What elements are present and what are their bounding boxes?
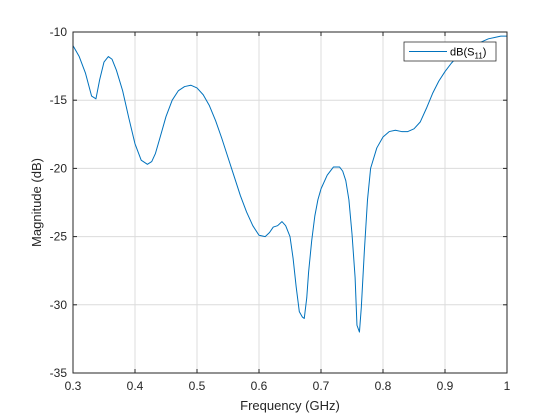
x-axis-label: Frequency (GHz)	[240, 398, 340, 413]
x-tick-label: 0.6	[251, 379, 268, 393]
x-tick-label: 1	[504, 379, 511, 393]
legend-label-base: dB(S	[450, 47, 474, 59]
legend-label-subscript: 11	[474, 52, 483, 61]
series-line-s11	[72, 35, 508, 333]
x-tick-label: 0.7	[313, 379, 330, 393]
x-tick-label: 0.9	[437, 379, 454, 393]
legend-box	[403, 41, 497, 62]
legend-label-close: )	[483, 47, 487, 59]
x-tick-label: 0.5	[189, 379, 206, 393]
x-tick-labels: 0.3 0.4 0.5 0.6 0.7 0.8 0.9 1	[65, 379, 511, 393]
y-tick-label: -30	[50, 298, 68, 312]
x-tick-label: 0.3	[65, 379, 82, 393]
y-tick-label: -25	[50, 230, 68, 244]
x-tick-label: 0.4	[127, 379, 144, 393]
legend: dB(S11)	[403, 41, 497, 62]
x-tick-label: 0.8	[375, 379, 392, 393]
y-tick-label: -35	[50, 366, 68, 380]
y-tick-label: -20	[50, 161, 68, 175]
plot-frame	[72, 31, 508, 374]
y-tick-label: -10	[50, 25, 68, 39]
plot-background	[73, 32, 507, 373]
y-axis-label: Magnitude (dB)	[29, 158, 44, 247]
y-tick-label: -15	[50, 93, 68, 107]
axis-ticks	[72, 31, 508, 374]
y-tick-labels: -35 -30 -25 -20 -15 -10	[50, 25, 68, 380]
legend-label: dB(S11)	[450, 47, 486, 61]
